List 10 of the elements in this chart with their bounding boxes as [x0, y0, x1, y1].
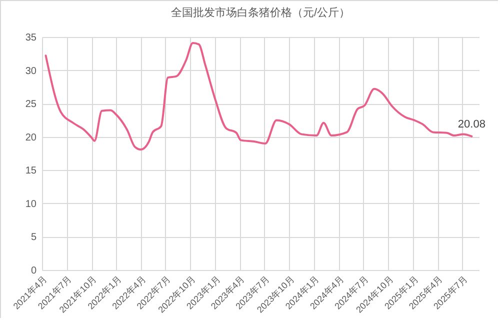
- chart-title: 全国批发市场白条猪价格（元/公斤）: [170, 6, 350, 19]
- y-tick-label: 5: [30, 232, 37, 244]
- y-tick-label: 0: [30, 266, 37, 276]
- y-tick-label: 15: [25, 166, 37, 177]
- y-tick-label: 30: [25, 66, 37, 77]
- y-tick-label: 20: [25, 132, 37, 144]
- data-label: 20.08: [458, 118, 486, 130]
- y-tick-label: 25: [25, 99, 37, 110]
- y-tick-label: 10: [25, 198, 37, 210]
- y-tick-label: 35: [25, 32, 37, 44]
